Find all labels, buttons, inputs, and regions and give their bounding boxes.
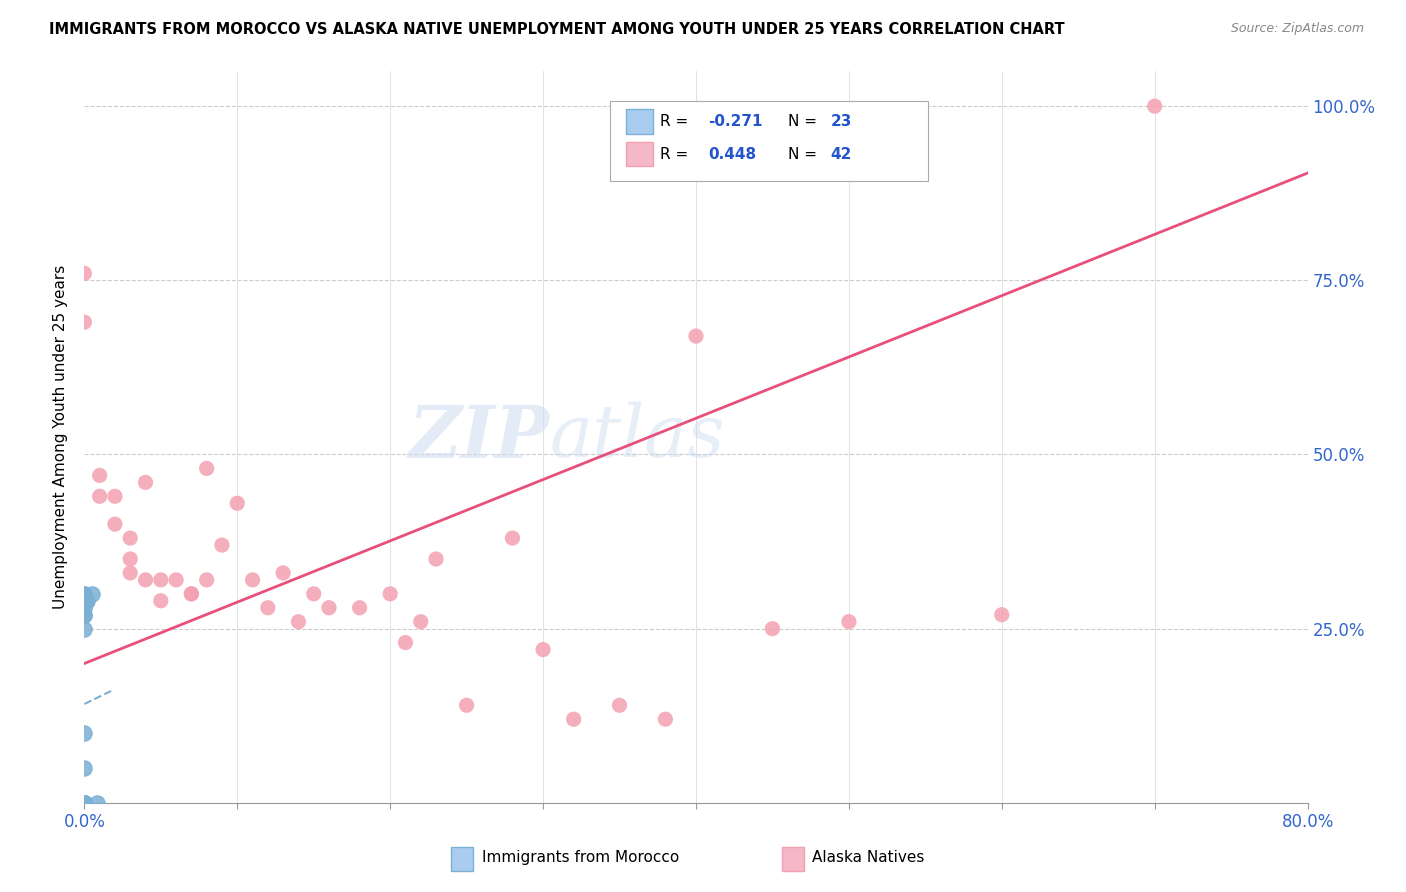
- Point: [502, 531, 524, 545]
- FancyBboxPatch shape: [626, 143, 654, 167]
- Point: [73, 587, 96, 601]
- Point: [226, 496, 249, 510]
- Point: [73, 726, 96, 740]
- Point: [761, 622, 783, 636]
- Text: Immigrants from Morocco: Immigrants from Morocco: [482, 850, 679, 865]
- Point: [73, 594, 96, 608]
- Text: 0.448: 0.448: [709, 146, 756, 161]
- Point: [149, 573, 172, 587]
- Text: -0.271: -0.271: [709, 113, 762, 128]
- Point: [73, 796, 96, 810]
- Point: [76, 594, 98, 608]
- Point: [1143, 99, 1166, 113]
- Point: [302, 587, 325, 601]
- Text: R =: R =: [661, 113, 693, 128]
- Point: [271, 566, 294, 580]
- Text: 23: 23: [831, 113, 852, 128]
- Point: [73, 761, 96, 775]
- Point: [89, 468, 111, 483]
- Point: [73, 796, 96, 810]
- Point: [685, 329, 707, 343]
- Point: [89, 489, 111, 503]
- Point: [73, 796, 96, 810]
- Point: [73, 796, 96, 810]
- Point: [80, 587, 103, 601]
- Point: [135, 573, 157, 587]
- Point: [394, 635, 416, 649]
- Point: [104, 517, 127, 532]
- Point: [73, 796, 96, 810]
- Point: [73, 796, 96, 810]
- Point: [120, 566, 142, 580]
- Point: [211, 538, 233, 552]
- Point: [409, 615, 432, 629]
- Point: [120, 531, 142, 545]
- Point: [75, 594, 97, 608]
- Text: ZIP: ZIP: [408, 401, 550, 473]
- FancyBboxPatch shape: [782, 847, 804, 871]
- Point: [104, 489, 127, 503]
- Point: [609, 698, 631, 713]
- Point: [456, 698, 478, 713]
- Point: [195, 461, 218, 475]
- Point: [380, 587, 402, 601]
- Point: [195, 573, 218, 587]
- Point: [257, 600, 280, 615]
- Point: [73, 600, 96, 615]
- FancyBboxPatch shape: [451, 847, 474, 871]
- Point: [86, 796, 108, 810]
- Point: [73, 796, 96, 810]
- Point: [73, 607, 96, 622]
- Text: IMMIGRANTS FROM MOROCCO VS ALASKA NATIVE UNEMPLOYMENT AMONG YOUTH UNDER 25 YEARS: IMMIGRANTS FROM MOROCCO VS ALASKA NATIVE…: [49, 22, 1064, 37]
- Point: [425, 552, 447, 566]
- Point: [180, 587, 202, 601]
- Point: [73, 796, 96, 810]
- Text: atlas: atlas: [550, 401, 724, 473]
- Text: N =: N =: [787, 146, 821, 161]
- Point: [73, 266, 96, 280]
- Point: [838, 615, 860, 629]
- Point: [531, 642, 554, 657]
- Point: [73, 607, 96, 622]
- Point: [562, 712, 585, 726]
- Point: [349, 600, 371, 615]
- Point: [654, 712, 676, 726]
- Point: [120, 552, 142, 566]
- Point: [991, 607, 1014, 622]
- Y-axis label: Unemployment Among Youth under 25 years: Unemployment Among Youth under 25 years: [53, 265, 69, 609]
- FancyBboxPatch shape: [626, 110, 654, 134]
- Point: [165, 573, 187, 587]
- Point: [180, 587, 202, 601]
- Text: N =: N =: [787, 113, 821, 128]
- Point: [73, 622, 96, 636]
- FancyBboxPatch shape: [610, 101, 928, 181]
- Point: [287, 615, 309, 629]
- Text: 42: 42: [831, 146, 852, 161]
- Text: R =: R =: [661, 146, 693, 161]
- Point: [318, 600, 340, 615]
- Point: [73, 594, 96, 608]
- Point: [73, 796, 96, 810]
- Point: [135, 475, 157, 490]
- Point: [149, 594, 172, 608]
- Point: [242, 573, 264, 587]
- Point: [73, 587, 96, 601]
- Text: Alaska Natives: Alaska Natives: [813, 850, 925, 865]
- Text: Source: ZipAtlas.com: Source: ZipAtlas.com: [1230, 22, 1364, 36]
- Point: [73, 315, 96, 329]
